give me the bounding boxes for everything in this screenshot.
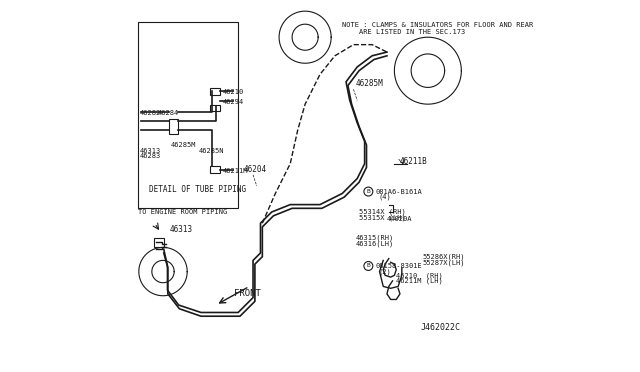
- Text: 08158-8301E: 08158-8301E: [375, 263, 422, 269]
- Text: 46285M: 46285M: [355, 79, 383, 88]
- Text: 55287X(LH): 55287X(LH): [422, 259, 465, 266]
- Text: 46313: 46313: [170, 225, 193, 234]
- Text: DETAIL OF TUBE PIPING: DETAIL OF TUBE PIPING: [149, 185, 246, 194]
- FancyBboxPatch shape: [170, 119, 177, 134]
- Text: (2): (2): [378, 268, 391, 275]
- Circle shape: [364, 262, 373, 270]
- Text: 46294: 46294: [223, 99, 244, 105]
- Text: 46285N: 46285N: [199, 148, 225, 154]
- Text: 46210  (RH): 46210 (RH): [396, 272, 443, 279]
- Circle shape: [364, 187, 373, 196]
- Text: B: B: [367, 263, 370, 269]
- FancyBboxPatch shape: [211, 166, 220, 173]
- Text: B: B: [367, 189, 370, 194]
- Text: 46211M: 46211M: [223, 168, 248, 174]
- Text: 46313: 46313: [140, 148, 161, 154]
- Text: 55315X (LH): 55315X (LH): [359, 214, 406, 221]
- Text: 46282: 46282: [140, 110, 161, 116]
- FancyBboxPatch shape: [154, 238, 164, 247]
- Text: 55314X (RH): 55314X (RH): [359, 209, 406, 215]
- FancyBboxPatch shape: [211, 105, 220, 111]
- Text: 46284: 46284: [157, 110, 179, 116]
- Text: 081A6-B161A: 081A6-B161A: [375, 189, 422, 195]
- Text: 46283: 46283: [140, 153, 161, 159]
- Text: FRONT: FRONT: [234, 289, 261, 298]
- Text: 46316(LH): 46316(LH): [355, 240, 394, 247]
- Text: 46315(RH): 46315(RH): [355, 235, 394, 241]
- Text: 46204: 46204: [244, 165, 267, 174]
- FancyBboxPatch shape: [211, 88, 220, 95]
- Text: (4): (4): [378, 194, 391, 201]
- Text: 46211M (LH): 46211M (LH): [396, 278, 443, 284]
- Text: 44020A: 44020A: [387, 217, 412, 222]
- Text: TO ENGINE ROOM PIPING: TO ENGINE ROOM PIPING: [138, 209, 227, 215]
- Text: NOTE : CLAMPS & INSULATORS FOR FLOOR AND REAR
    ARE LISTED IN THE SEC.173: NOTE : CLAMPS & INSULATORS FOR FLOOR AND…: [342, 22, 534, 35]
- Text: 55286X(RH): 55286X(RH): [422, 253, 465, 260]
- Text: 46210: 46210: [223, 89, 244, 95]
- FancyBboxPatch shape: [138, 22, 238, 208]
- Text: 46211B: 46211B: [400, 157, 428, 166]
- Text: 46285M: 46285M: [170, 142, 196, 148]
- Text: J462022C: J462022C: [420, 323, 460, 332]
